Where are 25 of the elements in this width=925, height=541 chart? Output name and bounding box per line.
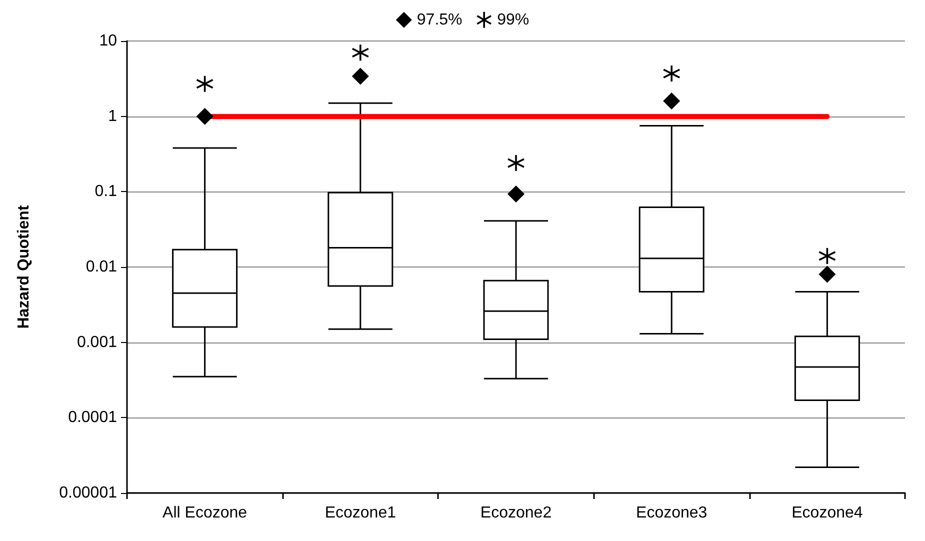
- legend-label: 97.5%: [416, 11, 462, 28]
- point: [352, 68, 369, 85]
- y-axis-title: Hazard Quotient: [16, 204, 32, 329]
- y-tick-label: 0.00001: [59, 484, 118, 502]
- point: [662, 64, 680, 82]
- point: [663, 92, 680, 110]
- y-tick-label: 0.001: [76, 334, 118, 351]
- point: [196, 74, 214, 93]
- x-tick-label: Ecozone2: [480, 504, 552, 522]
- x-tick-label: Ecozone3: [636, 504, 708, 522]
- x-tick-label: All Ecozone: [162, 504, 248, 522]
- x-tick-label: Ecozone4: [792, 504, 863, 522]
- y-tick-label: 0.1: [94, 183, 118, 200]
- y-tick-label: 10: [99, 32, 118, 50]
- y-tick-label: 0.01: [86, 258, 118, 276]
- y-tick-label: 0.0001: [68, 409, 118, 426]
- point: [818, 266, 836, 283]
- point: [507, 154, 525, 172]
- point: [196, 108, 214, 125]
- y-tick-label: 1: [108, 108, 118, 125]
- legend-label: 99%: [497, 11, 530, 28]
- point: [352, 44, 370, 62]
- point: [508, 186, 524, 203]
- x-tick-label: Ecozone1: [324, 504, 396, 522]
- point: [818, 247, 836, 265]
